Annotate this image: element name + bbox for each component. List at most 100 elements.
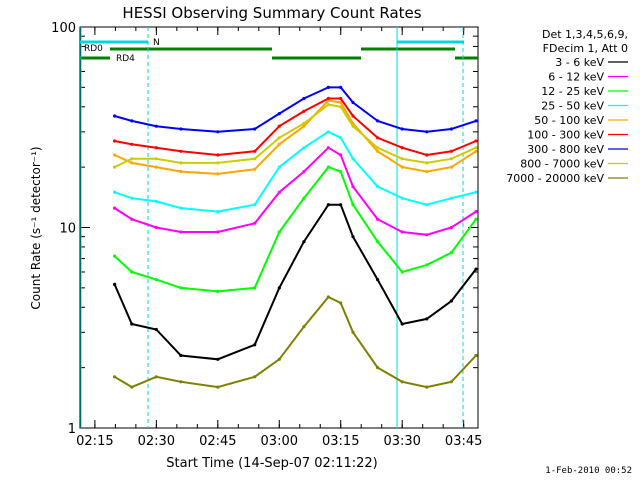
data-point bbox=[376, 185, 380, 189]
data-point bbox=[376, 278, 380, 282]
data-point bbox=[376, 119, 380, 123]
legend-entry-label: 800 - 7000 keV bbox=[520, 158, 604, 171]
data-point bbox=[351, 185, 355, 189]
x-tick-label: 02:30 bbox=[138, 434, 175, 449]
series-line-7 bbox=[114, 103, 477, 169]
data-point bbox=[253, 343, 257, 347]
data-point bbox=[179, 161, 183, 165]
y-axis-label: Count Rate (s⁻¹ detector⁻¹) bbox=[29, 146, 43, 309]
data-point bbox=[425, 203, 429, 207]
data-point bbox=[277, 124, 281, 128]
data-point bbox=[474, 146, 478, 150]
legend-entry-label: 300 - 800 keV bbox=[527, 143, 604, 156]
data-point bbox=[425, 263, 429, 267]
data-point bbox=[113, 190, 117, 194]
data-point bbox=[449, 157, 453, 161]
x-axis-label: Start Time (14-Sep-07 02:11:22) bbox=[166, 456, 377, 471]
data-point bbox=[253, 167, 257, 171]
data-point bbox=[302, 170, 306, 174]
data-point bbox=[400, 157, 404, 161]
data-point bbox=[179, 286, 183, 290]
series-line-3 bbox=[114, 130, 477, 213]
data-point bbox=[154, 124, 158, 128]
data-point bbox=[113, 254, 117, 258]
data-point bbox=[326, 96, 330, 101]
flag-label-rd4: RD4 bbox=[116, 54, 135, 64]
series-line-5 bbox=[114, 97, 477, 157]
data-point bbox=[179, 127, 183, 131]
flag-label-n: N bbox=[153, 38, 160, 48]
data-point bbox=[351, 235, 355, 239]
data-point bbox=[302, 124, 306, 128]
data-point bbox=[400, 270, 404, 274]
data-point bbox=[179, 170, 183, 174]
data-point bbox=[425, 233, 429, 237]
data-point bbox=[302, 109, 306, 113]
series-line-6 bbox=[114, 86, 477, 133]
data-point bbox=[277, 190, 281, 194]
data-point bbox=[253, 375, 257, 379]
data-point bbox=[216, 289, 220, 293]
data-point bbox=[339, 96, 343, 101]
data-point bbox=[339, 153, 343, 157]
data-point bbox=[130, 161, 134, 165]
data-point bbox=[474, 353, 478, 358]
data-point bbox=[474, 217, 478, 221]
legend-header-line: Det 1,3,4,5,6,9, bbox=[542, 28, 628, 41]
series-line-0 bbox=[113, 203, 477, 361]
data-point bbox=[449, 299, 453, 303]
legend-entry-label: 50 - 100 keV bbox=[534, 114, 604, 127]
data-point bbox=[474, 119, 478, 123]
data-point bbox=[302, 196, 306, 200]
data-point bbox=[376, 217, 380, 221]
x-tick-label: 03:15 bbox=[322, 434, 359, 449]
data-point bbox=[302, 121, 306, 126]
data-point bbox=[130, 217, 134, 221]
data-point bbox=[339, 170, 343, 174]
data-point bbox=[179, 353, 183, 358]
data-point bbox=[376, 149, 380, 153]
data-point bbox=[339, 301, 343, 305]
data-point bbox=[113, 375, 117, 379]
data-point bbox=[425, 170, 429, 174]
data-point bbox=[277, 142, 281, 146]
data-point bbox=[179, 230, 183, 234]
data-point bbox=[216, 161, 220, 165]
data-point bbox=[113, 114, 117, 118]
data-point bbox=[449, 165, 453, 169]
data-point bbox=[474, 149, 478, 153]
data-point bbox=[449, 127, 453, 131]
data-point bbox=[130, 322, 134, 326]
data-point bbox=[154, 165, 158, 169]
legend-header-line: FDecim 1, Att 0 bbox=[543, 42, 628, 55]
x-tick-label: 02:15 bbox=[76, 434, 113, 449]
data-point bbox=[130, 385, 134, 389]
x-tick-label: 03:30 bbox=[383, 434, 420, 449]
plot-area: 1 10 100 02:15 02:30 02:45 03:00 03:15 03:30 03:4… bbox=[51, 21, 482, 449]
data-point bbox=[400, 380, 404, 384]
data-point bbox=[154, 375, 158, 379]
data-point bbox=[425, 385, 429, 389]
data-point bbox=[474, 190, 478, 194]
data-point bbox=[339, 100, 343, 105]
data-point bbox=[253, 127, 257, 131]
data-point bbox=[216, 172, 220, 176]
series-line-1 bbox=[114, 146, 477, 236]
chart-title: HESSI Observing Summary Count Rates bbox=[122, 4, 421, 22]
data-point bbox=[302, 325, 306, 329]
data-point bbox=[277, 165, 281, 169]
data-point bbox=[376, 240, 380, 244]
data-point bbox=[277, 286, 281, 290]
data-point bbox=[113, 165, 117, 169]
data-point bbox=[326, 295, 330, 299]
data-point bbox=[351, 330, 355, 334]
data-point bbox=[326, 103, 330, 107]
data-point bbox=[449, 225, 453, 230]
data-point bbox=[277, 112, 281, 116]
data-point bbox=[351, 157, 355, 161]
data-point bbox=[474, 210, 478, 214]
legend-entry-label: 12 - 25 keV bbox=[541, 85, 604, 98]
data-point bbox=[154, 278, 158, 282]
data-point bbox=[400, 146, 404, 150]
data-point bbox=[179, 380, 183, 384]
